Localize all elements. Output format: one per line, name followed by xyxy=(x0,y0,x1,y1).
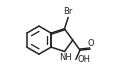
Text: O: O xyxy=(87,39,93,48)
Text: NH: NH xyxy=(58,53,71,62)
Text: Br: Br xyxy=(63,7,72,16)
Text: OH: OH xyxy=(77,55,90,64)
